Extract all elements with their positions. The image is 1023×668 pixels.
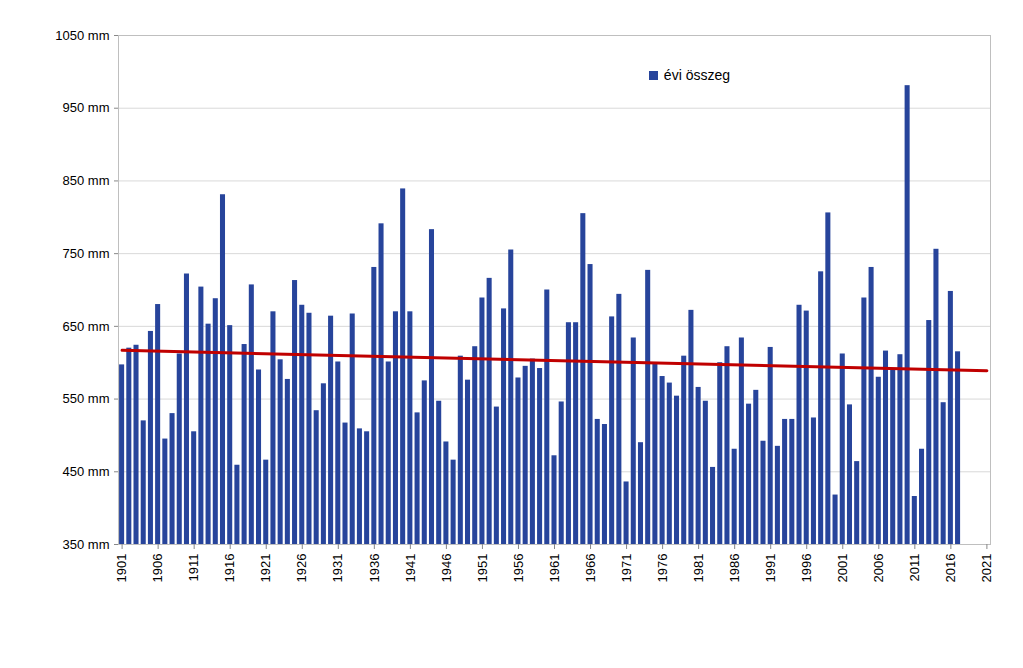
html-text:évi összeg: évi összeg [663, 67, 730, 83]
svg-text:1966: 1966 [583, 554, 598, 583]
svg-text:1941: 1941 [403, 554, 418, 583]
svg-text:1916: 1916 [222, 554, 237, 583]
svg-text:550 mm: 550 mm [63, 391, 110, 406]
svg-text:1976: 1976 [655, 554, 670, 583]
svg-text:1901: 1901 [114, 554, 129, 583]
svg-text:1986: 1986 [727, 554, 742, 583]
svg-text:1931: 1931 [330, 554, 345, 583]
svg-text:1996: 1996 [799, 554, 814, 583]
svg-text:1981: 1981 [691, 554, 706, 583]
svg-text:950 mm: 950 mm [63, 100, 110, 115]
svg-text:650 mm: 650 mm [63, 319, 110, 334]
svg-text:1961: 1961 [547, 554, 562, 583]
svg-text:1951: 1951 [475, 554, 490, 583]
svg-text:1921: 1921 [258, 554, 273, 583]
svg-text:1911: 1911 [186, 554, 201, 582]
svg-text:1926: 1926 [294, 554, 309, 583]
svg-text:450 mm: 450 mm [63, 464, 110, 479]
svg-text:1050 mm: 1050 mm [55, 28, 109, 43]
svg-text:2011: 2011 [907, 554, 922, 582]
svg-text:1991: 1991 [763, 554, 778, 583]
svg-text:1936: 1936 [366, 554, 381, 583]
svg-text:1946: 1946 [439, 554, 454, 583]
svg-text:2001: 2001 [835, 554, 850, 583]
svg-text:2016: 2016 [943, 554, 958, 583]
svg-text:1971: 1971 [619, 554, 634, 583]
svg-text:750 mm: 750 mm [63, 246, 110, 261]
svg-text:2006: 2006 [871, 554, 886, 583]
svg-text:2021: 2021 [979, 554, 994, 583]
svg-text:1906: 1906 [150, 554, 165, 583]
svg-text:1956: 1956 [511, 554, 526, 583]
svg-text:350 mm: 350 mm [63, 537, 110, 552]
svg-text:850 mm: 850 mm [63, 173, 110, 188]
